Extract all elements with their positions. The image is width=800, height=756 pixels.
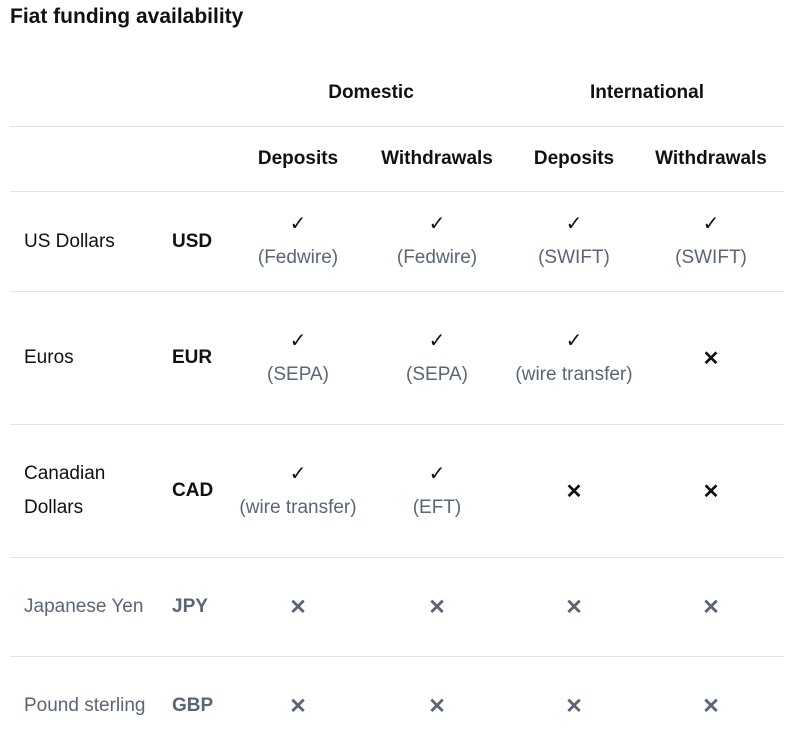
cell-domestic-withdrawals: ✓ (SEPA) bbox=[364, 291, 510, 425]
currency-name: Pound sterling bbox=[10, 656, 160, 756]
cross-icon: ✕ bbox=[565, 480, 583, 503]
currency-code: USD bbox=[160, 191, 232, 292]
funding-method: (SWIFT) bbox=[538, 247, 610, 268]
cell-international-deposits: ✕ bbox=[510, 656, 638, 756]
header-empty-cell bbox=[10, 126, 160, 192]
table-row-eur: Euros EUR ✓ (SEPA) ✓ (SEPA) ✓ (wire tran… bbox=[10, 291, 785, 425]
header-domestic-withdrawals: Withdrawals bbox=[364, 126, 510, 192]
currency-name: Japanese Yen bbox=[10, 557, 160, 657]
cell-domestic-withdrawals: ✓ (EFT) bbox=[364, 424, 510, 558]
check-icon: ✓ bbox=[289, 462, 307, 485]
cell-domestic-withdrawals: ✓ (Fedwire) bbox=[364, 191, 510, 292]
header-international-deposits: Deposits bbox=[510, 126, 638, 192]
cross-icon: ✕ bbox=[289, 595, 307, 619]
currency-code: EUR bbox=[160, 291, 232, 425]
check-icon: ✓ bbox=[565, 213, 583, 235]
table-row-jpy: Japanese Yen JPY ✕ ✕ ✕ ✕ bbox=[10, 557, 785, 657]
table-row-usd: US Dollars USD ✓ (Fedwire) ✓ (Fedwire) ✓… bbox=[10, 191, 785, 292]
funding-method: (SEPA) bbox=[406, 363, 468, 385]
currency-code: GBP bbox=[160, 656, 232, 756]
cell-international-deposits: ✕ bbox=[510, 424, 638, 558]
cross-icon: ✕ bbox=[565, 595, 583, 619]
cell-international-withdrawals: ✕ bbox=[638, 557, 785, 657]
cross-icon: ✕ bbox=[702, 694, 720, 718]
header-row-direction: Deposits Withdrawals Deposits Withdrawal… bbox=[10, 126, 785, 192]
cross-icon: ✕ bbox=[289, 694, 307, 718]
funding-method: (wire transfer) bbox=[515, 363, 633, 385]
header-domestic: Domestic bbox=[328, 82, 414, 103]
currency-code: JPY bbox=[160, 557, 232, 657]
cell-domestic-deposits: ✕ bbox=[232, 656, 364, 756]
check-icon: ✓ bbox=[428, 462, 446, 485]
check-icon: ✓ bbox=[702, 213, 720, 235]
header-empty-cell bbox=[160, 126, 232, 192]
header-empty-cell bbox=[10, 60, 160, 127]
check-icon: ✓ bbox=[565, 329, 583, 352]
cross-icon: ✕ bbox=[702, 347, 720, 370]
cross-icon: ✕ bbox=[702, 480, 720, 503]
table-row-gbp: Pound sterling GBP ✕ ✕ ✕ ✕ bbox=[10, 656, 785, 756]
check-icon: ✓ bbox=[289, 213, 307, 235]
check-icon: ✓ bbox=[428, 213, 446, 235]
funding-method: (SEPA) bbox=[267, 363, 329, 385]
cell-domestic-deposits: ✓ (Fedwire) bbox=[232, 191, 364, 292]
funding-method: (wire transfer) bbox=[239, 496, 357, 518]
funding-method: (Fedwire) bbox=[396, 247, 478, 268]
cross-icon: ✕ bbox=[702, 595, 720, 619]
cross-icon: ✕ bbox=[565, 694, 583, 718]
cell-international-withdrawals: ✕ bbox=[638, 656, 785, 756]
cell-international-deposits: ✓ (wire transfer) bbox=[510, 291, 638, 425]
funding-method: (SWIFT) bbox=[675, 247, 747, 268]
table-row-cad: Canadian Dollars CAD ✓ (wire transfer) ✓… bbox=[10, 424, 785, 558]
funding-method: (EFT) bbox=[412, 496, 462, 518]
currency-name: Euros bbox=[10, 291, 160, 425]
cell-domestic-deposits: ✕ bbox=[232, 557, 364, 657]
header-international: International bbox=[590, 82, 705, 103]
currency-name: US Dollars bbox=[10, 191, 160, 292]
header-domestic-deposits: Deposits bbox=[232, 126, 364, 192]
cell-international-deposits: ✕ bbox=[510, 557, 638, 657]
funding-method: (Fedwire) bbox=[257, 247, 339, 268]
cell-international-withdrawals: ✓ (SWIFT) bbox=[638, 191, 785, 292]
cell-domestic-withdrawals: ✕ bbox=[364, 656, 510, 756]
cell-domestic-deposits: ✓ (wire transfer) bbox=[232, 424, 364, 558]
header-empty-cell bbox=[160, 60, 232, 127]
cross-icon: ✕ bbox=[428, 595, 446, 619]
funding-table: Domestic International Deposits Withdraw… bbox=[10, 60, 785, 756]
header-row-region: Domestic International bbox=[10, 60, 784, 127]
currency-name: Canadian Dollars bbox=[10, 424, 160, 558]
cell-domestic-withdrawals: ✕ bbox=[364, 557, 510, 657]
check-icon: ✓ bbox=[428, 329, 446, 352]
cell-international-withdrawals: ✕ bbox=[638, 291, 785, 425]
cell-domestic-deposits: ✓ (SEPA) bbox=[232, 291, 364, 425]
cell-international-deposits: ✓ (SWIFT) bbox=[510, 191, 638, 292]
header-international-withdrawals: Withdrawals bbox=[638, 126, 785, 192]
page-title: Fiat funding availability bbox=[10, 5, 244, 28]
cell-international-withdrawals: ✕ bbox=[638, 424, 785, 558]
currency-code: CAD bbox=[160, 424, 232, 558]
cross-icon: ✕ bbox=[428, 694, 446, 718]
check-icon: ✓ bbox=[289, 329, 307, 352]
